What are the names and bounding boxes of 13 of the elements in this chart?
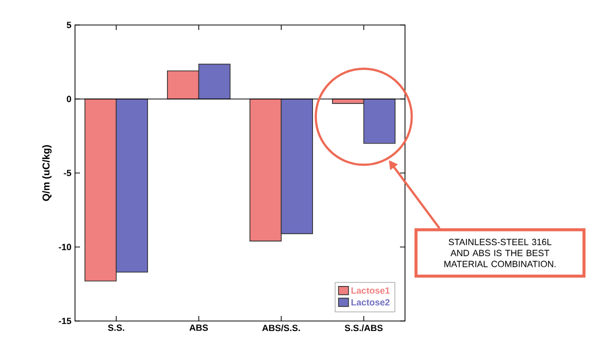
legend-label: Lactose2 <box>351 299 390 306</box>
y-tick-label: -5 <box>64 170 72 176</box>
y-tick-label: -15 <box>58 318 72 324</box>
x-tick-label: ABS <box>189 324 208 331</box>
legend-label: Lactose1 <box>351 287 390 294</box>
x-tick-label: ABS/S.S. <box>262 324 300 332</box>
y-tick-label: -10 <box>58 244 72 250</box>
y-tick-label: 5 <box>66 22 72 28</box>
x-tick-label: S.S. <box>108 324 124 331</box>
y-tick-label: 0 <box>66 96 72 102</box>
y-axis-title: Q/m (uC/kg) <box>42 145 52 201</box>
text: STAINLESS-STEEL 316L AND ABS IS THE BEST MATERIAL COMBINATION. <box>444 238 556 268</box>
x-tick-label: S.S./ABS <box>344 324 383 332</box>
